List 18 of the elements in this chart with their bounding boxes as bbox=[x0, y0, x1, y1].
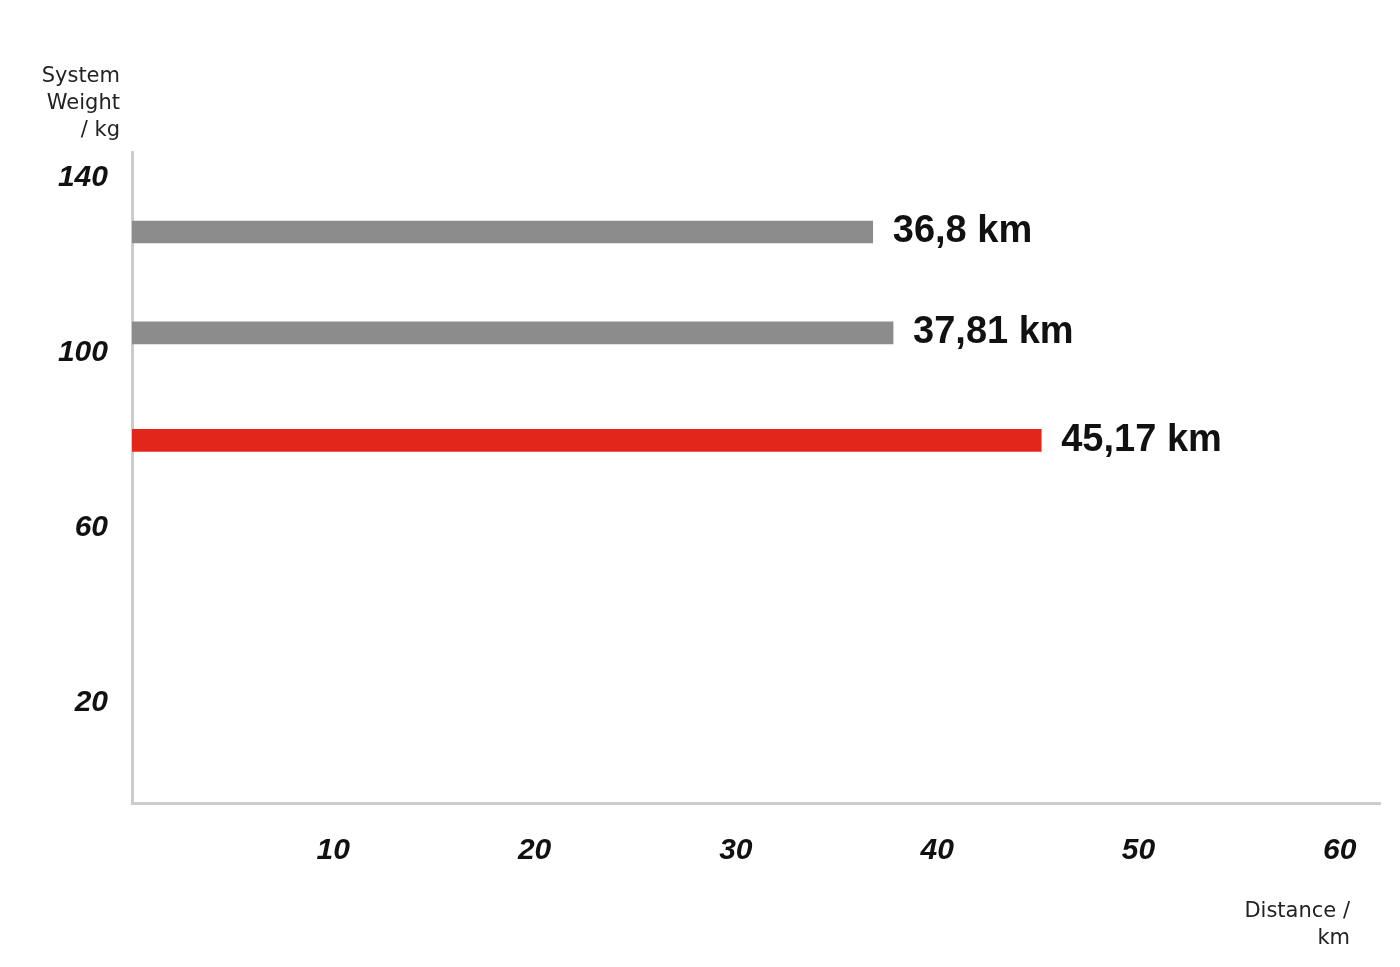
x-tick-label: 60 bbox=[1323, 832, 1357, 866]
x-tick-label: 40 bbox=[919, 832, 955, 866]
bar bbox=[132, 321, 894, 345]
y-tick-label: 60 bbox=[74, 509, 109, 543]
y-tick-label: 100 bbox=[57, 334, 109, 368]
x-tick-label: 30 bbox=[719, 832, 753, 866]
x-tick-label: 10 bbox=[316, 832, 351, 866]
data-label: 37,81 km bbox=[913, 309, 1074, 352]
y-tick-label: 140 bbox=[57, 159, 109, 193]
x-axis-title: Distance / km bbox=[1243, 897, 1350, 951]
y-tick-label: 20 bbox=[73, 683, 109, 717]
x-tick-label: 20 bbox=[516, 832, 552, 866]
x-tick-label: 50 bbox=[1121, 832, 1156, 866]
bar bbox=[132, 220, 874, 244]
data-label: 45,17 km bbox=[1061, 416, 1222, 459]
bar bbox=[132, 429, 1042, 452]
y-axis-title: System Weight / kg bbox=[40, 62, 120, 143]
data-label: 36,8 km bbox=[892, 208, 1033, 251]
